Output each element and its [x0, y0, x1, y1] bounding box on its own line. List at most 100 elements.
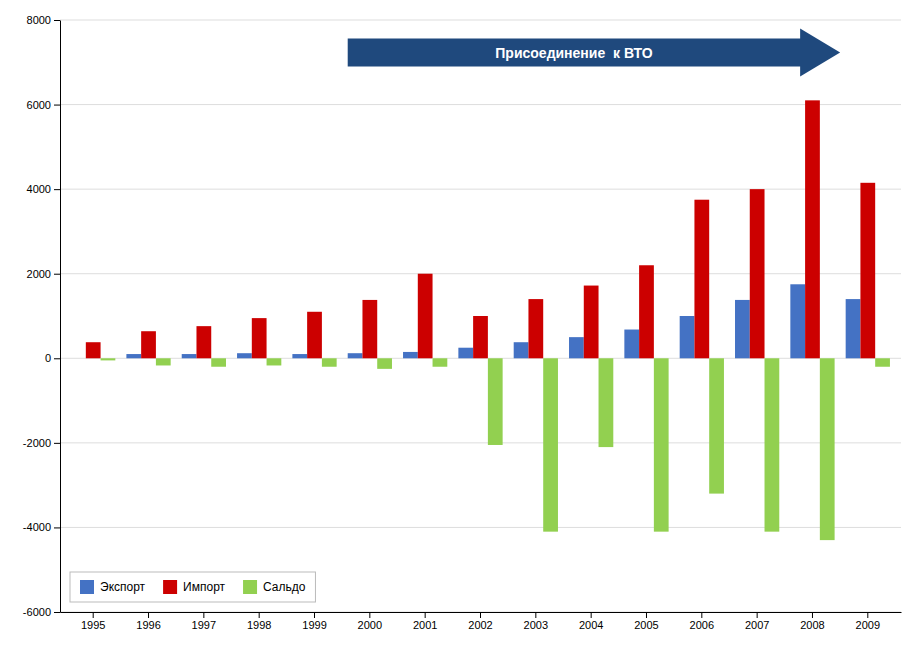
y-tick-label: -6000: [23, 606, 51, 618]
grid-line: [60, 104, 901, 105]
x-tick-label: 2000: [358, 619, 382, 631]
x-tick-label: 2006: [690, 619, 714, 631]
x-tick-label: 2008: [800, 619, 824, 631]
bar: [528, 299, 543, 358]
bar-series: [86, 100, 875, 358]
bar: [418, 274, 433, 359]
x-tick-mark: [93, 612, 94, 618]
bar: [473, 316, 488, 358]
x-tick: 2003: [524, 612, 548, 631]
y-tick-mark: [54, 20, 60, 21]
legend-label: Сальдо: [263, 580, 306, 594]
y-tick-mark: [54, 612, 60, 613]
bars: [86, 100, 890, 540]
y-tick: 0: [45, 352, 60, 364]
bar: [292, 354, 307, 358]
y-tick-mark: [54, 358, 60, 359]
annotation-text: Присоединение к ВТО: [495, 45, 652, 61]
y-tick-mark: [54, 527, 60, 528]
x-tick-mark: [148, 612, 149, 618]
x-tick-label: 2001: [413, 619, 437, 631]
x-tick-label: 1997: [192, 619, 216, 631]
x-tick: 2006: [690, 612, 714, 631]
grid-line: [60, 189, 901, 190]
bar: [156, 358, 171, 365]
x-tick-label: 2003: [524, 619, 548, 631]
y-tick: 2000: [27, 268, 60, 280]
bar: [348, 353, 363, 358]
grid-line: [60, 20, 901, 21]
y-tick-label: 6000: [27, 99, 51, 111]
x-tick-mark: [369, 612, 370, 618]
x-tick: 2007: [745, 612, 769, 631]
bar: [362, 300, 377, 358]
bar: [709, 358, 724, 493]
x-tick-mark: [480, 612, 481, 618]
legend-swatch: [80, 580, 94, 594]
chart: -6000 -4000 -2000 0 2000 4000 6000 8000 1995 1996…: [0, 0, 921, 652]
y-tick-label: -4000: [23, 521, 51, 533]
bar: [765, 358, 780, 531]
bar: [860, 183, 875, 358]
bar: [654, 358, 669, 531]
bar: [433, 358, 448, 366]
x-tick-label: 2005: [634, 619, 658, 631]
x-tick-mark: [425, 612, 426, 618]
bar: [846, 299, 861, 358]
bar: [211, 358, 226, 366]
y-tick: -2000: [23, 437, 60, 449]
grid-line: [60, 273, 901, 274]
x-tick-label: 2009: [856, 619, 880, 631]
y-tick-label: 0: [45, 352, 51, 364]
x-tick-label: 1999: [302, 619, 326, 631]
bar: [820, 358, 835, 540]
x-tick: 2000: [358, 612, 382, 631]
annotation-arrow: [348, 29, 840, 77]
x-tick: 2005: [634, 612, 658, 631]
bar: [624, 330, 639, 359]
x-tick: 2004: [579, 612, 603, 631]
x-axis: 1995 1996 1997 1998 1999 2000 2001 2002 2003 2004…: [61, 612, 902, 631]
x-tick-label: 1998: [247, 619, 271, 631]
x-tick: 2009: [856, 612, 880, 631]
bar: [101, 358, 116, 360]
bar-series: [101, 358, 890, 540]
y-axis: -6000 -4000 -2000 0 2000 4000 6000 8000: [23, 14, 61, 618]
y-tick-label: 2000: [27, 268, 51, 280]
x-tick: 1999: [302, 612, 326, 631]
x-tick: 1998: [247, 612, 271, 631]
y-tick-label: -2000: [23, 437, 51, 449]
y-tick: 4000: [27, 183, 60, 195]
x-tick: 1996: [136, 612, 160, 631]
x-tick-mark: [757, 612, 758, 618]
x-tick-mark: [314, 612, 315, 618]
y-tick-mark: [54, 189, 60, 190]
bar: [237, 353, 252, 358]
bar: [126, 354, 141, 358]
bar: [377, 358, 392, 369]
y-axis-line: [60, 21, 61, 613]
y-tick: -6000: [23, 606, 60, 618]
x-tick-label: 2002: [468, 619, 492, 631]
bar: [805, 100, 820, 358]
bar: [403, 352, 418, 358]
x-tick-mark: [591, 612, 592, 618]
bar: [790, 284, 805, 358]
bar: [599, 358, 614, 447]
x-tick: 2002: [468, 612, 492, 631]
y-tick: 6000: [27, 99, 60, 111]
bar: [196, 326, 211, 358]
bar: [307, 312, 322, 359]
x-tick-mark: [646, 612, 647, 618]
legend-item: Импорт: [163, 580, 225, 594]
x-tick: 1997: [192, 612, 216, 631]
x-tick: 2008: [800, 612, 824, 631]
legend: ЭкспортИмпортСальдо: [70, 572, 315, 602]
bar: [141, 331, 156, 358]
bar: [86, 342, 101, 358]
bar: [458, 348, 473, 359]
x-tick: 1995: [81, 612, 105, 631]
bar: [182, 354, 197, 358]
y-tick-label: 8000: [27, 14, 51, 26]
y-tick: 8000: [27, 14, 60, 26]
